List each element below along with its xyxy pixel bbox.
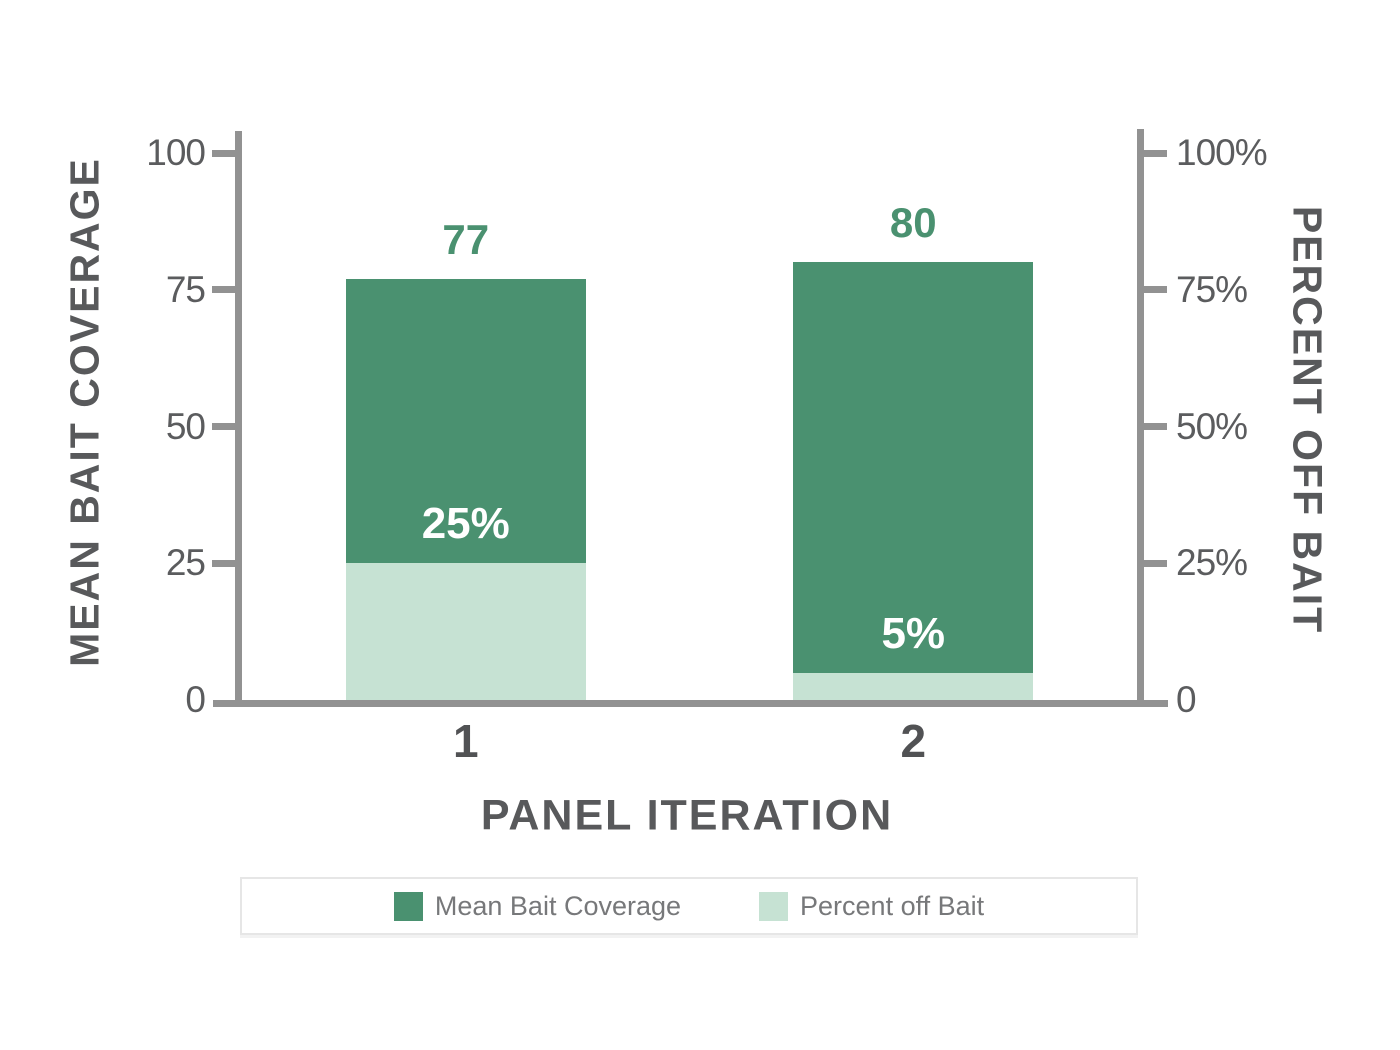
bar-mean-bait-coverage	[793, 262, 1034, 700]
left-y-tick	[212, 149, 235, 157]
left-y-axis-line	[235, 131, 242, 707]
right-y-tick	[1144, 149, 1167, 157]
left-y-tick	[212, 286, 235, 294]
bar-value-label: 77	[442, 215, 490, 263]
left-y-tick-label: 0	[185, 679, 206, 720]
right-y-tick-label: 100%	[1176, 132, 1268, 173]
bar-percent-label: 5%	[881, 608, 946, 658]
legend: Mean Bait Coverage Percent off Bait	[240, 877, 1138, 935]
left-y-tick-label: 50	[165, 405, 206, 447]
legend-swatch-light-green	[759, 891, 789, 921]
right-y-tick-label: 50%	[1176, 405, 1248, 447]
legend-item-mean-bait-coverage: Mean Bait Coverage	[393, 890, 682, 922]
left-y-tick	[212, 423, 235, 430]
x-axis-title: PANEL ITERATION	[480, 791, 894, 840]
right-y-axis-line	[1137, 129, 1144, 707]
bar-percent-off-bait	[345, 563, 586, 700]
plot-area: 77 25% 1 80 5% 2	[242, 153, 1138, 767]
bar-percent-off-bait	[793, 672, 1034, 700]
legend-label-mean-bait-coverage: Mean Bait Coverage	[434, 890, 682, 921]
right-y-tick	[1144, 423, 1167, 430]
x-tick-label: 1	[452, 715, 479, 767]
left-y-tick	[212, 559, 235, 567]
right-y-tick	[1144, 559, 1167, 567]
bar-percent-label: 25%	[421, 499, 510, 549]
bar-value-label: 80	[889, 199, 937, 247]
legend-item-percent-off-bait: Percent off Bait	[759, 891, 984, 922]
right-y-tick-label: 25%	[1176, 542, 1248, 584]
legend-swatch-dark-green	[393, 891, 423, 921]
left-y-tick-label: 75	[165, 268, 206, 310]
right-y-tick	[1144, 286, 1167, 294]
right-y-tick-label: 0	[1176, 679, 1197, 720]
legend-label-percent-off-bait: Percent off Bait	[800, 890, 985, 921]
right-y-tick-label: 75%	[1176, 268, 1248, 310]
bar-group-2: 80 5% 2	[690, 153, 1138, 767]
bar-group-1: 77 25% 1	[242, 153, 690, 767]
x-tick-label: 2	[900, 715, 927, 767]
left-y-tick-label: 100	[146, 132, 206, 173]
x-axis-line	[213, 700, 1168, 707]
left-y-tick-label: 25	[165, 542, 206, 584]
